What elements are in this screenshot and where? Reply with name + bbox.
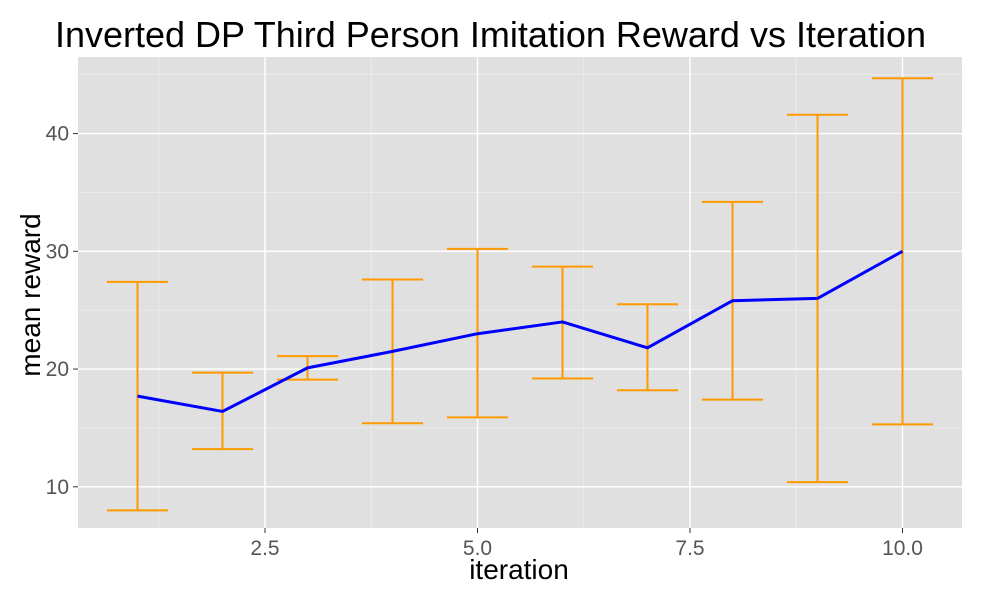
- y-tick-label: 30: [46, 240, 69, 263]
- x-axis-label: iteration: [469, 554, 569, 585]
- chart-title: Inverted DP Third Person Imitation Rewar…: [54, 14, 927, 55]
- x-tick-label: 7.5: [675, 537, 704, 560]
- series-line: [137, 249, 904, 413]
- y-tick-label: 10: [46, 476, 69, 499]
- error-bars: [106, 77, 934, 512]
- x-tick-label: 10.0: [882, 537, 923, 560]
- y-axis-ticks: 10 20 30 40: [46, 123, 78, 499]
- x-tick-label: 5.0: [463, 537, 492, 560]
- minor-gridlines: [78, 57, 962, 528]
- y-tick-label: 20: [46, 358, 69, 381]
- x-axis-ticks: 2.5 5.0 7.5 10.0: [250, 528, 923, 560]
- y-tick-label: 40: [46, 123, 69, 146]
- x-tick-label: 2.5: [250, 537, 279, 560]
- series-line-group: [137, 249, 904, 413]
- y-axis-label: mean reward: [15, 213, 46, 377]
